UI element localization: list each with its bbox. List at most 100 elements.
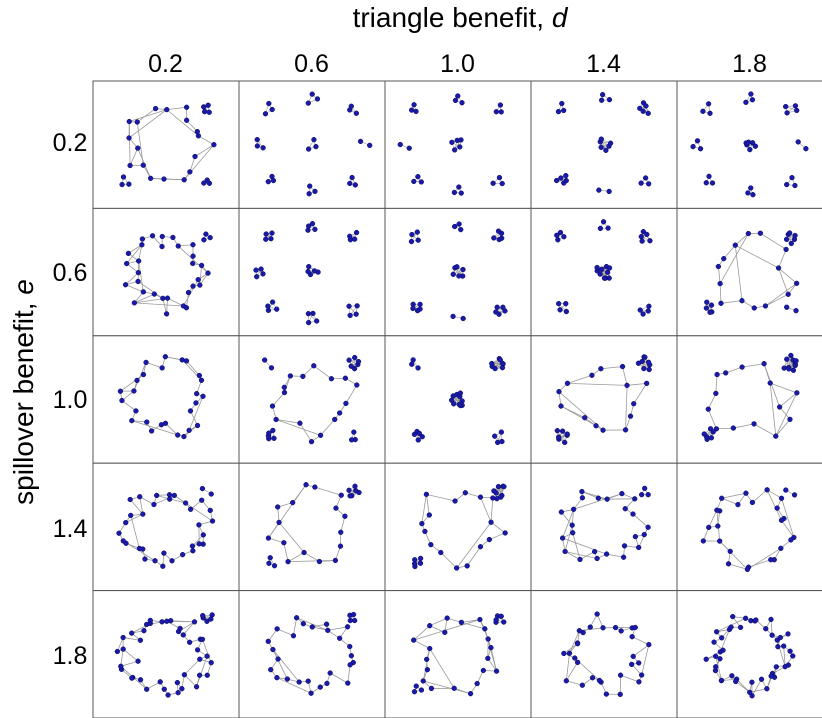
network-node <box>411 637 417 643</box>
network-node <box>773 433 779 439</box>
network-node <box>603 147 609 154</box>
network-node <box>345 680 351 686</box>
network-node <box>271 435 277 441</box>
network-node <box>171 492 177 499</box>
network-node <box>120 174 127 180</box>
network-node <box>410 301 416 307</box>
network-node <box>311 268 318 274</box>
network-node <box>564 431 570 437</box>
network-node <box>274 675 280 681</box>
network-node <box>645 110 651 116</box>
network-node <box>124 260 130 267</box>
network-node <box>170 234 176 241</box>
network-node <box>119 181 125 188</box>
network-node <box>273 416 279 423</box>
node-layer <box>119 102 217 188</box>
network-node <box>417 555 424 562</box>
network-node <box>631 401 637 407</box>
network-node <box>268 667 274 673</box>
network-edge <box>717 266 721 284</box>
network-node <box>622 427 629 433</box>
network-edge <box>137 108 156 123</box>
network-edge <box>564 551 581 560</box>
network-node <box>762 303 769 309</box>
node-layer <box>703 230 800 315</box>
network-node <box>768 616 774 623</box>
network-node <box>175 690 181 696</box>
network-edge <box>128 244 143 254</box>
network-node <box>574 659 581 666</box>
network-node <box>180 552 186 558</box>
network-node <box>427 623 433 629</box>
network-node <box>308 439 315 445</box>
network-edge <box>186 360 200 376</box>
network-node <box>159 365 165 371</box>
network-edge <box>123 637 141 641</box>
network-node <box>485 636 491 642</box>
network-node <box>598 366 604 372</box>
network-node <box>420 678 426 684</box>
network-edge <box>165 423 178 436</box>
network-node <box>139 236 146 242</box>
network-node <box>735 501 741 508</box>
network-edge <box>138 244 143 262</box>
network-edge <box>572 532 581 560</box>
network-node <box>704 299 710 305</box>
network-node <box>732 242 738 248</box>
network-node <box>161 176 167 182</box>
network-edge <box>145 362 163 369</box>
network-node <box>201 180 207 186</box>
network-node <box>125 250 132 257</box>
network-node <box>196 522 202 528</box>
network-node <box>728 624 734 630</box>
network-node <box>208 660 214 666</box>
network-node <box>137 494 143 500</box>
network-node <box>727 548 733 555</box>
network-node <box>254 137 260 143</box>
network-node <box>262 357 268 363</box>
network-node <box>767 380 773 386</box>
network-node <box>501 619 507 625</box>
network-node <box>300 373 306 380</box>
node-layer <box>397 93 505 196</box>
network-edge <box>275 419 321 436</box>
network-node <box>566 650 573 656</box>
network-node <box>499 360 506 366</box>
network-node <box>344 624 351 630</box>
network-node <box>438 549 444 556</box>
network-edge <box>138 260 144 292</box>
network-node <box>346 487 352 493</box>
network-node <box>701 431 707 437</box>
network-panel <box>238 462 386 592</box>
network-node <box>347 180 353 187</box>
network-edge <box>765 283 797 307</box>
panel-frame <box>92 590 240 718</box>
network-node <box>460 266 466 273</box>
network-node <box>159 233 165 240</box>
network-edge <box>723 244 736 259</box>
network-edge <box>775 419 791 437</box>
network-node <box>644 231 650 238</box>
network-node <box>742 615 749 621</box>
network-node <box>485 655 491 662</box>
network-node <box>185 289 192 296</box>
network-node <box>712 653 719 659</box>
network-edge <box>188 396 204 431</box>
network-node <box>353 311 359 317</box>
network-node <box>707 309 713 315</box>
network-node <box>352 617 358 624</box>
network-node <box>784 110 790 116</box>
network-node <box>414 307 421 314</box>
network-node <box>134 377 140 384</box>
network-node <box>612 624 619 631</box>
network-node <box>354 303 360 309</box>
network-node <box>748 91 754 97</box>
panel-frame <box>92 462 240 592</box>
network-node <box>749 97 756 103</box>
node-layer <box>553 91 652 195</box>
network-edge <box>565 662 578 682</box>
network-edge <box>707 393 717 410</box>
network-node <box>198 377 205 383</box>
network-node <box>191 619 198 625</box>
network-edge <box>276 677 312 694</box>
